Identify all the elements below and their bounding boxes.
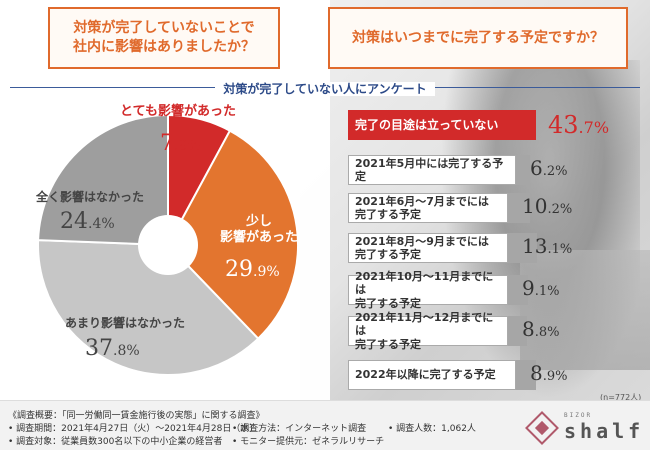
bar-category-label: 完了の目途は立っていない (348, 110, 536, 140)
pie-pct-very-affected-int: 7 (160, 131, 174, 156)
pie-pct-somewhat-int: 29 (225, 257, 253, 282)
bizor-shalf-logo: BIZOR shalf (525, 410, 644, 445)
bar-value-int: 8 (522, 317, 535, 341)
footer-period: • 調査期間：2021年4月27日（火）～2021年4月28日（水） (8, 424, 259, 434)
bar-value-label: 8.8% (522, 317, 560, 341)
background-laptop (520, 250, 650, 370)
pie-pct-very-affected: 7.9% (160, 130, 201, 158)
pie-label-somewhat-line2: 影響があった (219, 230, 298, 246)
bar-category-label: 2022年以降に完了する予定 (348, 360, 516, 390)
bar-value-int: 43 (548, 111, 579, 139)
bar-value-dec: .2% (542, 164, 568, 179)
pie-slice-not-at-all (37, 113, 169, 247)
pie-slice-somewhat-affected (166, 129, 299, 341)
logo-mark-icon (525, 410, 559, 445)
footer-target: • 調査対象：従業員数300名以下の中小企業の経営者 (8, 437, 223, 447)
sample-size-note: (n=772人) (600, 393, 642, 402)
logo-big-text: shalf (564, 419, 645, 443)
footer-title: 《調査概要：「同一労働同一賃金施行後の実態」に関する調査》 (8, 411, 265, 421)
pie-pct-somewhat-affected: 29.9% (225, 256, 280, 284)
bar-value-dec: .1% (534, 284, 560, 299)
bar-value-label: 8.9% (530, 361, 568, 385)
bar-category-label: 2021年5月中には完了する予定 (348, 155, 516, 185)
bar-category-label: 2021年6月～7月までには 完了する予定 (348, 193, 508, 223)
bar-value-int: 9 (522, 276, 535, 300)
bar-value-dec: .1% (547, 242, 573, 257)
bar-row: 2021年10月～11月までには 完了する予定 9.1% (348, 270, 560, 310)
footer-provider: • モニター提供元：ゼネラルリサーチ (232, 437, 385, 447)
bar-category-label: 2021年11月～12月までには 完了する予定 (348, 311, 508, 351)
bar-value-int: 6 (530, 156, 543, 180)
bar-value-label: 43.7% (548, 111, 609, 139)
pie-label-not-at-all: 全く影響はなかった (35, 190, 144, 204)
pie-pct-somewhat-dec: .9% (253, 264, 280, 280)
footer-count: • 調査人数：1,062人 (388, 424, 476, 434)
bar-category-label: 2021年8月～9月までには 完了する予定 (348, 233, 508, 263)
pie-pct-very-affected-dec: .9% (174, 138, 201, 154)
bar-value-dec: .7% (578, 118, 610, 137)
pie-center-hole (138, 215, 198, 275)
logo-small-text: BIZOR (564, 412, 593, 419)
bar-row: 2021年5月中には完了する予定 6.2% (348, 155, 568, 185)
pie-label-very-affected: とても影響があった (120, 104, 236, 119)
bar-row: 2022年以降に完了する予定 8.9% (348, 360, 568, 390)
pie-pct-not-at-all-int: 24 (60, 209, 88, 234)
bar-row: 完了の目途は立っていない 43.7% (348, 110, 609, 140)
pie-label-not-much: あまり影響はなかった (64, 316, 185, 330)
pie-pct-not-at-all-dec: .4% (88, 216, 115, 232)
bar-value-label: 6.2% (530, 156, 568, 180)
survey-subtitle: 対策が完了していない人にアンケート (0, 78, 650, 97)
pie-pct-not-at-all: 24.4% (60, 208, 115, 236)
bar-value-int: 8 (530, 361, 543, 385)
bar-value-dec: .9% (542, 369, 568, 384)
pie-pct-not-much-int: 37 (85, 336, 113, 361)
question-2-box: 対策はいつまでに完了する予定ですか？ (328, 7, 628, 69)
bar-row: 2021年8月～9月までには 完了する予定 13.1% (348, 233, 572, 263)
bar-value-dec: .8% (534, 325, 560, 340)
pie-label-somewhat-line1: 少し (245, 214, 272, 229)
bar-value-dec: .2% (547, 202, 573, 217)
question-1-box: 対策が完了していないことで 社内に影響はありましたか？ (48, 7, 280, 69)
bar-value-label: 9.1% (522, 276, 560, 300)
bar-value-label: 13.1% (522, 234, 572, 258)
pie-chart (37, 113, 299, 376)
subtitle-text: 対策が完了していない人にアンケート (215, 82, 435, 96)
logo-text: BIZOR shalf (564, 412, 644, 443)
footer-method: • 調査方法：インターネット調査 (232, 424, 367, 434)
bar-row: 2021年11月～12月までには 完了する予定 8.8% (348, 311, 560, 351)
bar-category-label: 2021年10月～11月までには 完了する予定 (348, 270, 508, 310)
pie-slice-not-much (37, 239, 260, 376)
pie-pct-not-much: 37.8% (85, 335, 140, 363)
bar-value-int: 13 (522, 234, 548, 258)
bar-value-int: 10 (522, 194, 548, 218)
bar-value-label: 10.2% (522, 194, 572, 218)
pie-pct-not-much-dec: .8% (113, 343, 140, 359)
bar-row: 2021年6月～7月までには 完了する予定 10.2% (348, 193, 572, 223)
pie-label-somewhat-affected: 少し 影響があった (204, 214, 314, 247)
